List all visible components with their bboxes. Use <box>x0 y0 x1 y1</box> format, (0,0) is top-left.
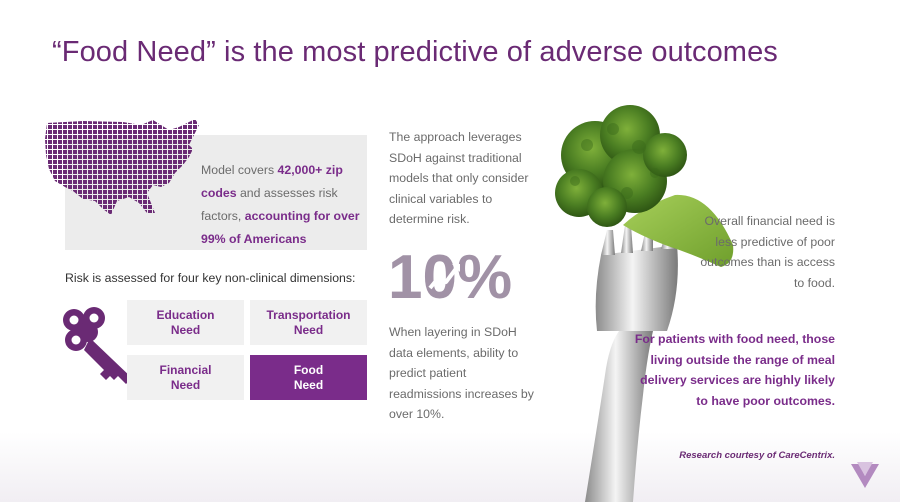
percent-value: 10% <box>388 244 512 302</box>
financial-need-text: Overall financial need is less predictiv… <box>700 214 835 290</box>
trend-arrow-icon <box>428 264 460 290</box>
dimension-line: Financial <box>159 362 212 377</box>
map-description: Model covers 42,000+ zip codes and asses… <box>201 159 371 251</box>
broccoli-fork-icon <box>555 105 734 502</box>
dimension-line: Need <box>170 377 201 392</box>
coverage-highlight: accounting for over 99% of Americans <box>201 209 360 246</box>
dimension-line: Need <box>170 322 201 337</box>
dimension-line: Education <box>156 307 215 322</box>
map-text-part: Model covers <box>201 163 278 177</box>
dimension-line: Need <box>293 322 324 337</box>
dimension-line: Transportation <box>266 307 351 322</box>
approach-text: The approach leverages SDoH against trad… <box>389 130 529 226</box>
zip-code-highlight: 42,000+ zip codes <box>201 163 343 200</box>
key-icon <box>63 307 132 384</box>
food-need-text: For patients with food need, those livin… <box>634 332 835 408</box>
dimensions-label: Risk is assessed for four key non-clinic… <box>65 271 356 285</box>
percent-figure: 10% <box>388 244 512 302</box>
dimension-food-need: Food Need <box>250 355 367 400</box>
readmissions-text: When layering in SDoH data elements, abi… <box>389 325 534 421</box>
dimension-financial-need: Financial Need <box>127 355 244 400</box>
research-credit: Research courtesy of CareCentrix. <box>679 450 835 461</box>
dimension-education-need: Education Need <box>127 300 244 345</box>
slide-title: “Food Need” is the most predictive of ad… <box>52 36 778 68</box>
brand-logo-icon <box>851 462 879 488</box>
us-map-icon <box>45 119 199 215</box>
dimension-transportation-need: Transportation Need <box>250 300 367 345</box>
dimension-line: Food <box>293 362 324 377</box>
dimension-line: Need <box>293 377 324 392</box>
map-text-part: and assesses risk factors, <box>201 186 338 223</box>
